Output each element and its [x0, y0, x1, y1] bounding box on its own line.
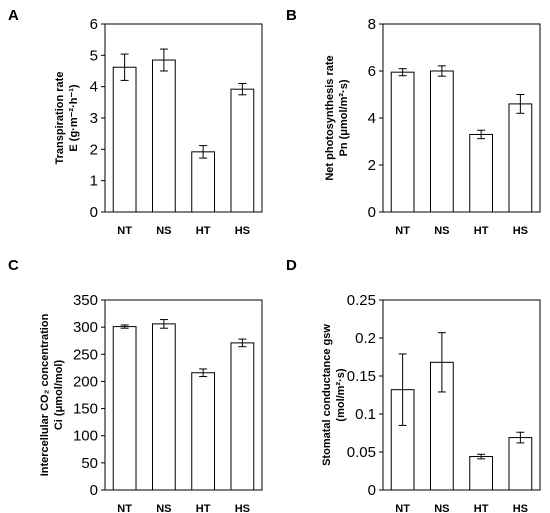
y-tick-label: 8 [368, 16, 376, 33]
y-tick-label: 0 [368, 204, 376, 221]
plot-frame [382, 299, 541, 491]
y-axis-title-line: Transpiration rate [54, 72, 66, 165]
x-tick-label: HT [474, 503, 489, 513]
y-axis-title: Intercellular CO₂ concentration Ci (μmol/… [39, 313, 65, 476]
y-tick-label: 5 [90, 47, 98, 64]
panel-a: A 0 1 2 3 4 5 6 NT NS HT HS Transpiration rate E (g·m… [8, 7, 263, 237]
y-tick-label: 0.25 [347, 292, 376, 309]
bar-ht [469, 133, 494, 213]
bar-ns [151, 323, 176, 491]
y-tick-label: 6 [90, 16, 98, 33]
bar-ht [469, 456, 494, 491]
x-tick-label: NT [395, 225, 410, 237]
plot-frame [104, 299, 263, 491]
y-tick-label: 3 [90, 110, 98, 127]
y-axis-title-line: Stomatal conductance gsw [321, 324, 333, 466]
y-tick-label: 250 [73, 346, 98, 363]
bar-hs [230, 88, 255, 213]
x-tick-label: HT [196, 503, 211, 513]
x-tick-label: HS [235, 225, 250, 237]
bar-ht [191, 151, 216, 213]
y-tick-label: 150 [73, 401, 98, 418]
x-tick-label: NS [156, 503, 171, 513]
bar-hs [508, 437, 533, 491]
panel-letter: C [8, 257, 19, 274]
x-tick-label: HS [513, 225, 528, 237]
y-tick-label: 6 [368, 63, 376, 80]
x-tick-label: HT [196, 225, 211, 237]
y-tick-label: 4 [368, 110, 376, 127]
y-tick-label: 2 [368, 157, 376, 174]
y-tick-label: 0 [90, 204, 98, 221]
x-tick-label: HS [513, 503, 528, 513]
bar-nt [390, 71, 415, 213]
x-tick-label: HT [474, 225, 489, 237]
panel-letter: B [286, 7, 297, 24]
y-tick-label: 0 [368, 482, 376, 499]
bar-nt [112, 66, 137, 213]
panel-letter: D [286, 257, 297, 274]
y-axis-title-line: E (g·m⁻²·h⁻¹) [68, 84, 80, 152]
x-tick-label: NT [117, 225, 132, 237]
y-tick-label: 2 [90, 141, 98, 158]
y-tick-label: 0.2 [355, 330, 376, 347]
y-tick-label: 0.1 [355, 406, 376, 423]
y-tick-label: 0 [90, 482, 98, 499]
panel-d: D 0 0.05 0.1 0.15 0.2 0.25 NT NS HT HS Stomatal con… [286, 257, 541, 513]
x-tick-label: NT [395, 503, 410, 513]
panel-b: B 0 2 4 6 8 NT NS HT HS Net photosynthesis rate Pn … [286, 7, 541, 237]
y-axis-title-line: Net photosynthesis rate [324, 55, 336, 180]
bar-nt [112, 326, 137, 491]
y-tick-label: 4 [90, 79, 98, 96]
bar-hs [230, 342, 255, 491]
y-tick-label: 50 [81, 455, 98, 472]
y-tick-label: 300 [73, 319, 98, 336]
bar-ht [191, 372, 216, 491]
y-tick-label: 100 [73, 428, 98, 445]
y-axis-title: Net photosynthesis rate Pn (μmol/m²·s) [324, 55, 350, 180]
bar-ns [429, 70, 454, 213]
y-axis-title-line: Pn (μmol/m²·s) [338, 79, 350, 156]
y-tick-label: 200 [73, 373, 98, 390]
y-axis-title: Stomatal conductance gsw (mol/m²·s) [321, 324, 347, 466]
x-tick-label: NS [156, 225, 171, 237]
y-axis-title-line: Intercellular CO₂ concentration [39, 313, 51, 476]
y-tick-label: 1 [90, 173, 98, 190]
panel-c: C 0 50 100 150 200 250 300 350 NT NS HT HS Intercellu… [8, 257, 263, 513]
x-tick-label: NS [434, 503, 449, 513]
x-tick-label: NS [434, 225, 449, 237]
x-tick-label: NT [117, 503, 132, 513]
bar-ns [151, 59, 176, 213]
y-tick-label: 0.05 [347, 444, 376, 461]
y-axis-title-line: (mol/m²·s) [335, 368, 347, 422]
x-tick-label: HS [235, 503, 250, 513]
panel-letter: A [8, 7, 19, 24]
y-axis-title-line: Ci (μmol/mol) [53, 360, 65, 431]
y-axis-title: Transpiration rate E (g·m⁻²·h⁻¹) [54, 72, 80, 165]
y-tick-label: 0.15 [347, 368, 376, 385]
bar-hs [508, 103, 533, 213]
y-tick-label: 350 [73, 292, 98, 309]
